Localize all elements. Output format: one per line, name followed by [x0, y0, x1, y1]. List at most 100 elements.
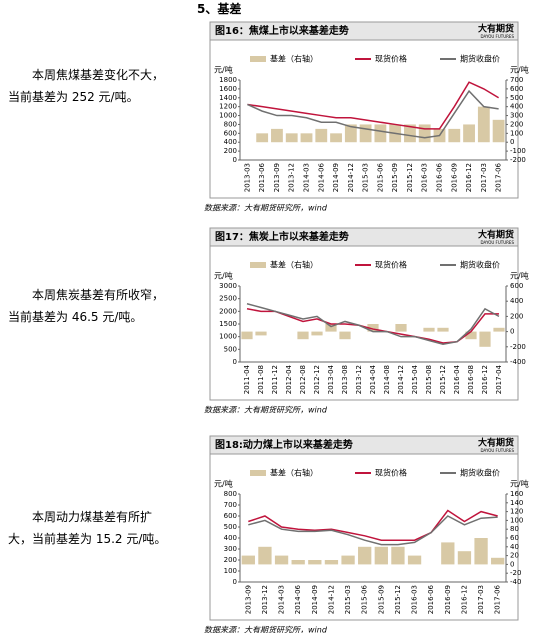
y2-tick-label: 200	[510, 312, 523, 320]
x-tick-label: 2012-12	[313, 365, 321, 394]
price-line	[247, 81, 499, 130]
paragraph: 本周动力煤基差有所扩大，当前基差为 15.2 元/吨。	[8, 510, 167, 546]
basis-bar	[391, 546, 405, 565]
y2-tick-label: 400	[510, 297, 523, 305]
legend-label: 现货价格	[375, 54, 407, 64]
x-tick-label: 2015-04	[411, 364, 419, 394]
x-tick-label: 2015-09	[377, 585, 385, 614]
x-tick-label: 2016-09	[450, 163, 458, 192]
y2-tick-label: 20	[510, 552, 519, 560]
basis-bar	[479, 331, 491, 347]
logo: 大有期货	[478, 23, 514, 35]
y2-axis-unit: 元/吨	[510, 271, 529, 281]
basis-bar	[359, 124, 372, 143]
y2-tick-label: 120	[510, 508, 523, 516]
y-tick-label: 3000	[219, 282, 237, 290]
y-tick-label: 1000	[219, 333, 237, 341]
basis-bar	[324, 560, 339, 565]
y2-tick-label: -200	[510, 156, 526, 164]
legend-label: 基差（右轴）	[270, 54, 318, 64]
x-tick-label: 2017-06	[494, 584, 502, 614]
source: 数据来源：大有期货研究所，wind	[204, 204, 328, 213]
x-tick-label: 2014-03	[278, 585, 286, 614]
basis-bar	[448, 128, 461, 143]
x-tick-label: 2011-12	[271, 365, 279, 394]
source: 数据来源：大有期货研究所，wind	[204, 406, 328, 415]
basis-bar	[241, 331, 253, 340]
basis-bar	[492, 119, 505, 143]
basis-bar	[418, 124, 431, 143]
legend-label: 基差（右轴）	[270, 260, 318, 270]
basis-bar	[358, 546, 372, 565]
basis-bar	[258, 546, 272, 565]
x-tick-label: 2013-03	[243, 163, 251, 192]
x-tick-label: 2015-03	[344, 585, 352, 614]
basis-bar	[315, 128, 328, 143]
y2-tick-label: 0	[510, 328, 514, 336]
basis-bar	[255, 331, 267, 336]
legend-label: 期货收盘价	[460, 260, 500, 270]
x-tick-label: 2015-12	[439, 365, 447, 394]
y2-tick-label: 600	[510, 85, 523, 93]
y2-tick-label: 60	[510, 534, 519, 542]
y-tick-label: 400	[224, 534, 237, 542]
price-line	[248, 515, 498, 546]
basis-bar	[341, 555, 355, 565]
basis-bar	[308, 560, 322, 565]
paragraph: 本周焦煤基差变化不大，当前基差为 252 元/吨。	[8, 68, 165, 104]
y-tick-label: 500	[224, 345, 237, 353]
x-tick-label: 2013-12	[288, 163, 296, 192]
y2-tick-label: 0	[510, 138, 514, 146]
basis-bar	[474, 538, 488, 565]
x-tick-label: 2015-03	[362, 163, 370, 192]
y2-tick-label: 200	[510, 120, 523, 128]
basis-bar	[325, 324, 337, 332]
basis-bar	[407, 555, 422, 565]
y2-tick-label: 40	[510, 543, 519, 551]
y-tick-label: 600	[224, 512, 237, 520]
y-tick-label: 2000	[219, 307, 237, 315]
y-tick-label: 800	[224, 490, 237, 498]
source: 数据来源：大有期货研究所，wind	[204, 626, 328, 633]
y2-tick-label: 700	[510, 76, 523, 84]
section-heading: 5、基差	[197, 2, 242, 16]
y2-tick-label: 140	[510, 499, 523, 507]
y-tick-label: 0	[233, 358, 237, 366]
x-tick-label: 2014-09	[311, 585, 319, 614]
logo-sub: DAYOU FUTURES	[481, 240, 515, 245]
y-tick-label: 0	[233, 156, 237, 164]
x-tick-label: 2016-06	[436, 162, 444, 192]
y-tick-label: 200	[224, 147, 237, 155]
panel	[209, 227, 519, 401]
price-line	[248, 509, 498, 541]
chart-title: 图16：焦煤上市以来基差走势	[215, 24, 349, 37]
y-tick-label: 300	[224, 545, 237, 553]
x-tick-label: 2016-03	[421, 163, 429, 192]
basis-bar	[423, 327, 435, 332]
basis-bar	[300, 133, 313, 143]
basis-bar	[457, 551, 472, 565]
paragraph: 本周焦炭基差有所收窄，当前基差为 46.5 元/吨。	[8, 288, 165, 324]
x-tick-label: 2014-09	[332, 163, 340, 192]
basis-bar	[395, 324, 407, 332]
x-tick-label: 2014-08	[383, 365, 391, 394]
y-tick-label: 200	[224, 556, 237, 564]
basis-bar	[274, 555, 289, 565]
basis-bar	[285, 133, 298, 143]
y-tick-label: 1400	[219, 94, 237, 102]
basis-bar	[477, 106, 490, 143]
basis-bar	[374, 124, 387, 143]
legend-label: 现货价格	[375, 468, 407, 478]
x-tick-label: 2014-12	[347, 163, 355, 192]
y-axis-unit: 元/吨	[214, 479, 233, 489]
legend-label: 基差（右轴）	[270, 468, 318, 478]
basis-bar	[465, 331, 477, 340]
y-tick-label: 1200	[219, 103, 237, 111]
logo-sub: DAYOU FUTURES	[481, 34, 515, 39]
legend-label: 期货收盘价	[460, 54, 500, 64]
x-tick-label: 2016-09	[444, 585, 452, 614]
y2-tick-label: -100	[510, 147, 526, 155]
y-axis-unit: 元/吨	[214, 271, 233, 281]
basis-bar	[311, 331, 323, 336]
